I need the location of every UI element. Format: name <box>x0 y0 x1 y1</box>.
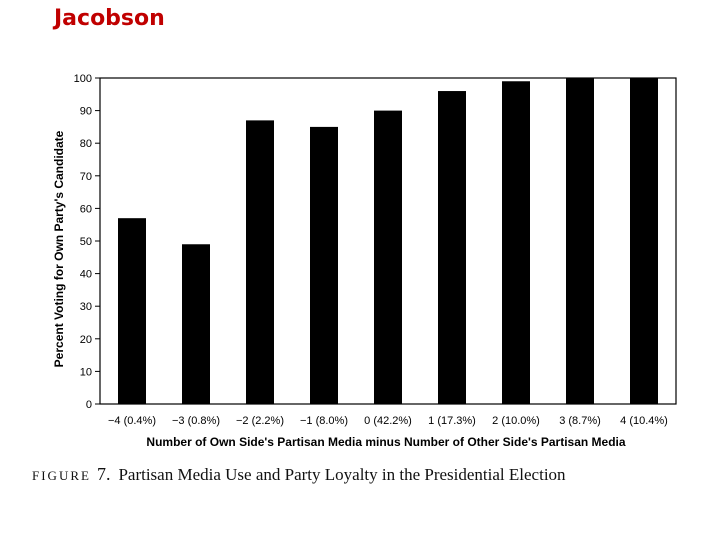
x-axis-ticks: −4 (0.4%) −3 (0.8%) −2 (2.2%) −1 (8.0%) 0 (4… <box>108 415 668 427</box>
y-tick-label: 30 <box>80 301 92 313</box>
y-axis-label: Percent Voting for Own Party's Candidate <box>52 130 66 367</box>
y-tick-label: 50 <box>80 236 92 248</box>
bar <box>438 91 466 404</box>
y-tick-label: 40 <box>80 269 92 281</box>
x-tick-label: −4 (0.4%) <box>108 415 156 427</box>
plot-frame <box>99 77 677 405</box>
y-tick-label: 90 <box>80 106 92 118</box>
figure-caption: FIGURE 7. Partisan Media Use and Party Loy… <box>32 464 566 485</box>
bar <box>310 126 338 405</box>
x-tick-label: −2 (2.2%) <box>236 415 284 427</box>
bar <box>630 78 658 404</box>
y-tick-label: 20 <box>80 334 92 346</box>
x-tick-label: −3 (0.8%) <box>172 415 220 427</box>
bars <box>118 78 658 405</box>
bar <box>566 78 594 404</box>
y-tick-label: 70 <box>80 171 92 183</box>
x-tick-label: 4 (10.4%) <box>620 415 668 427</box>
x-tick-label: 1 (17.3%) <box>428 415 476 427</box>
bar <box>502 81 530 404</box>
bar <box>118 218 146 404</box>
figure-number: 7. <box>96 464 111 484</box>
x-tick-label: 0 (42.2%) <box>364 415 412 427</box>
y-tick-label: 10 <box>80 366 92 378</box>
y-tick-label: 0 <box>86 399 92 411</box>
bar <box>246 120 274 404</box>
y-tick-label: 60 <box>80 203 92 215</box>
slide-title: Jacobson <box>54 6 165 31</box>
x-tick-label: −1 (8.0%) <box>300 415 348 427</box>
x-tick-label: 3 (8.7%) <box>559 415 601 427</box>
x-axis-label: Number of Own Side's Partisan Media minu… <box>146 435 625 449</box>
y-axis-ticks: 0 10 20 30 40 50 60 70 80 90 100 <box>74 73 100 411</box>
y-tick-label: 80 <box>80 138 92 150</box>
y-tick-label: 100 <box>74 73 92 85</box>
bar <box>374 110 402 404</box>
figure-caption-text: Partisan Media Use and Party Loyalty in … <box>118 465 566 484</box>
bar <box>182 244 210 404</box>
x-tick-label: 2 (10.0%) <box>492 415 540 427</box>
figure-label: FIGURE <box>32 468 91 483</box>
